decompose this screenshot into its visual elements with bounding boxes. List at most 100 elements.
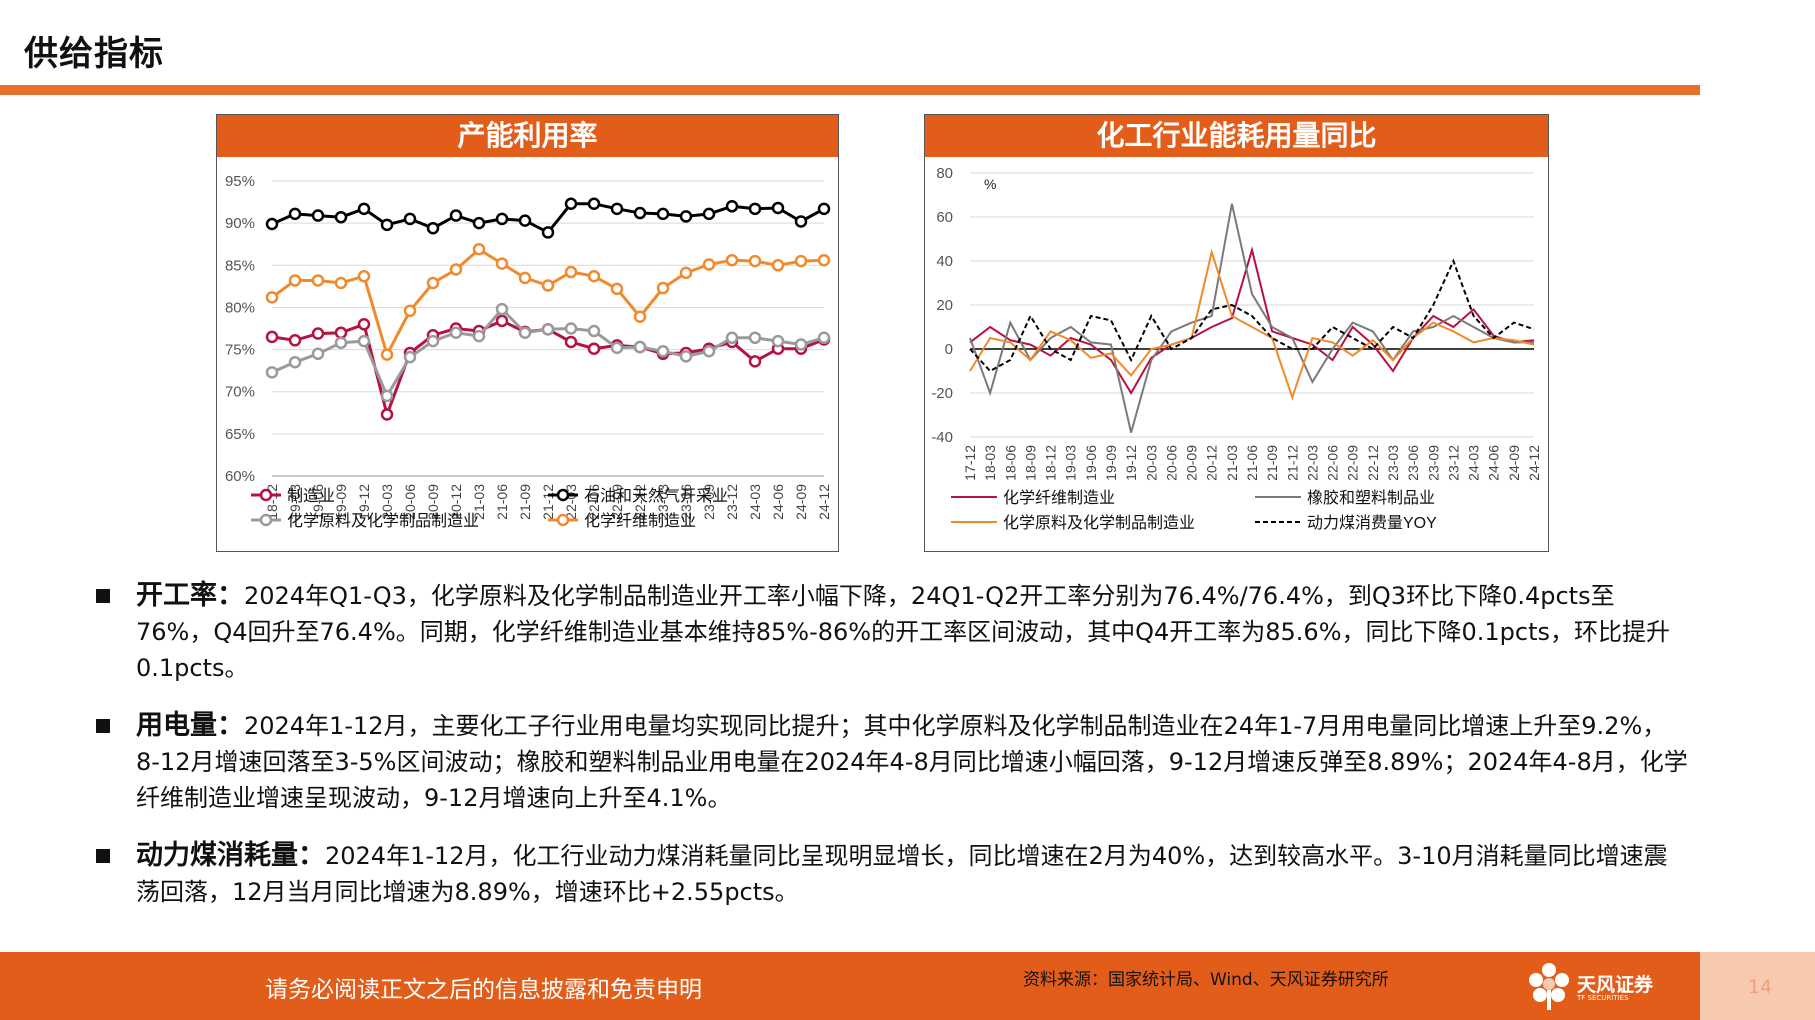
x-tick-label: 19-09 [333,484,349,520]
data-point [564,197,578,211]
disclaimer-link[interactable]: 请务必阅读正文之后的信息披露和免责申明 [265,977,702,1003]
company-logo: 天风证券 TF SECURITIES [1525,958,1685,1018]
x-tick-label: 23-03 [655,484,671,520]
data-point [817,331,831,345]
x-tick-label: 23-06 [678,484,694,520]
data-point [541,279,555,292]
x-tick-label: 21-03 [1224,445,1240,481]
capacity-utilization-plot: 95%90%85%80%75%70%65%60%18-12 19-03 19-06 1… [225,173,832,530]
data-point [311,274,325,287]
data-point [610,282,624,296]
data-point [380,348,394,361]
data-point [748,355,762,368]
data-point [587,269,601,283]
x-tick-label: 18-09 [1022,445,1038,481]
data-point [357,318,371,331]
data-point [357,334,371,348]
data-point [633,340,647,354]
logo-name: 天风证券 [1577,974,1654,996]
x-tick-label: 21-09 [1264,445,1280,481]
x-tick-label: 23-12 [1445,445,1461,481]
series-line [969,203,1534,433]
bullet-electricity: 用电量：2024年1-12月，主要化工子行业用电量均实现同比提升；其中化学原料及… [90,708,1690,816]
data-point [357,202,371,216]
data-point [794,215,808,228]
data-point [265,330,279,344]
x-tick-label: 21-03 [471,484,487,520]
page-title: 供给指标 [24,34,164,74]
flower-logo-icon [1529,963,1569,1010]
data-point [679,266,693,280]
data-point [748,254,762,268]
x-tick-label: 24-09 [793,484,809,520]
x-tick-label: 24-06 [770,484,786,520]
x-tick-label: 21-06 [494,484,510,520]
data-point [817,253,831,267]
y-tick-label: 65% [225,426,255,443]
data-point [541,323,555,336]
x-tick-label: 24-03 [747,484,763,520]
x-tick-label: 22-09 [609,484,625,520]
y-tick-label: 85% [225,257,255,274]
legend-label: 制造业 [287,487,335,505]
x-tick-label: 22-06 [586,484,602,520]
data-point [794,254,808,268]
data-point [357,269,371,283]
gridlines [272,180,824,477]
x-tick-label: 21-09 [517,484,533,520]
x-tick-label: 21-06 [1244,445,1260,481]
x-tick-label: 19-09 [1103,445,1119,481]
data-point [702,207,716,221]
x-tick-label: 23-09 [1425,445,1441,481]
energy-consumption-plot: 80 60 40 20 0 -20 -40 17-12 18-03 18-06 18-09 18-12… [931,165,1542,532]
bullet-text: 2024年Q1-Q3，化学原料及化学制品制造业开工率小幅下降，24Q1-Q2开工… [136,582,1671,682]
data-point [679,210,693,223]
x-tick-label: 19-06 [310,484,326,520]
data-point [725,331,739,345]
data-point [311,347,325,361]
data-point [472,216,486,230]
data-point [610,341,624,355]
legend-label: 化学原料及化学制品制造业 [287,512,479,530]
x-tick-label: 23-12 [724,484,740,520]
x-tick-label: 20-09 [1184,445,1200,481]
data-point [449,209,463,222]
data-point [679,350,693,363]
data-point [265,291,279,304]
y-axis-unit: % [984,176,996,192]
data-point [449,326,463,339]
x-tick-label: 20-06 [402,484,418,520]
x-tick-label: 23-06 [1405,445,1421,481]
data-point [334,210,348,224]
data-point [656,281,670,295]
capacity-utilization-chart-title: 产能利用率 [217,115,838,157]
data-point [771,259,785,272]
data-point [334,326,348,339]
page-number: 14 [1748,976,1773,998]
data-point [748,202,762,216]
x-tick-label: 24-12 [1526,445,1542,481]
bullet-text: 2024年1-12月，化工行业动力煤消耗量同比呈现明显增长，同比增速在2月为40… [136,842,1668,906]
bullet-coal: 动力煤消耗量：2024年1-12月，化工行业动力煤消耗量同比呈现明显增长，同比增… [90,838,1690,910]
data-point [334,336,348,350]
data-point [518,271,532,285]
data-point [587,324,601,338]
x-tick-label: 20-12 [1204,445,1220,481]
x-tick-label: 19-03 [287,484,303,520]
x-tick-label: 18-12 [1043,445,1059,481]
legend-marker [259,488,273,502]
series-line [271,306,825,400]
capacity-utilization-chart: 产能利用率 95% 90% 85% 80% 75% 70% 65% 60% 18-12 19-03… [216,114,839,552]
logo-subtitle: TF SECURITIES [1577,994,1629,1002]
data-point [702,345,716,358]
data-point [725,253,739,267]
data-point [633,206,647,220]
series-line [969,248,1535,401]
data-point [449,263,463,276]
data-point [380,218,394,232]
data-point [426,334,440,348]
x-tick-label: 18-03 [982,445,998,481]
x-tick-label: 23-03 [1385,445,1401,481]
data-point [817,202,831,216]
y-tick-label: -20 [931,385,953,402]
